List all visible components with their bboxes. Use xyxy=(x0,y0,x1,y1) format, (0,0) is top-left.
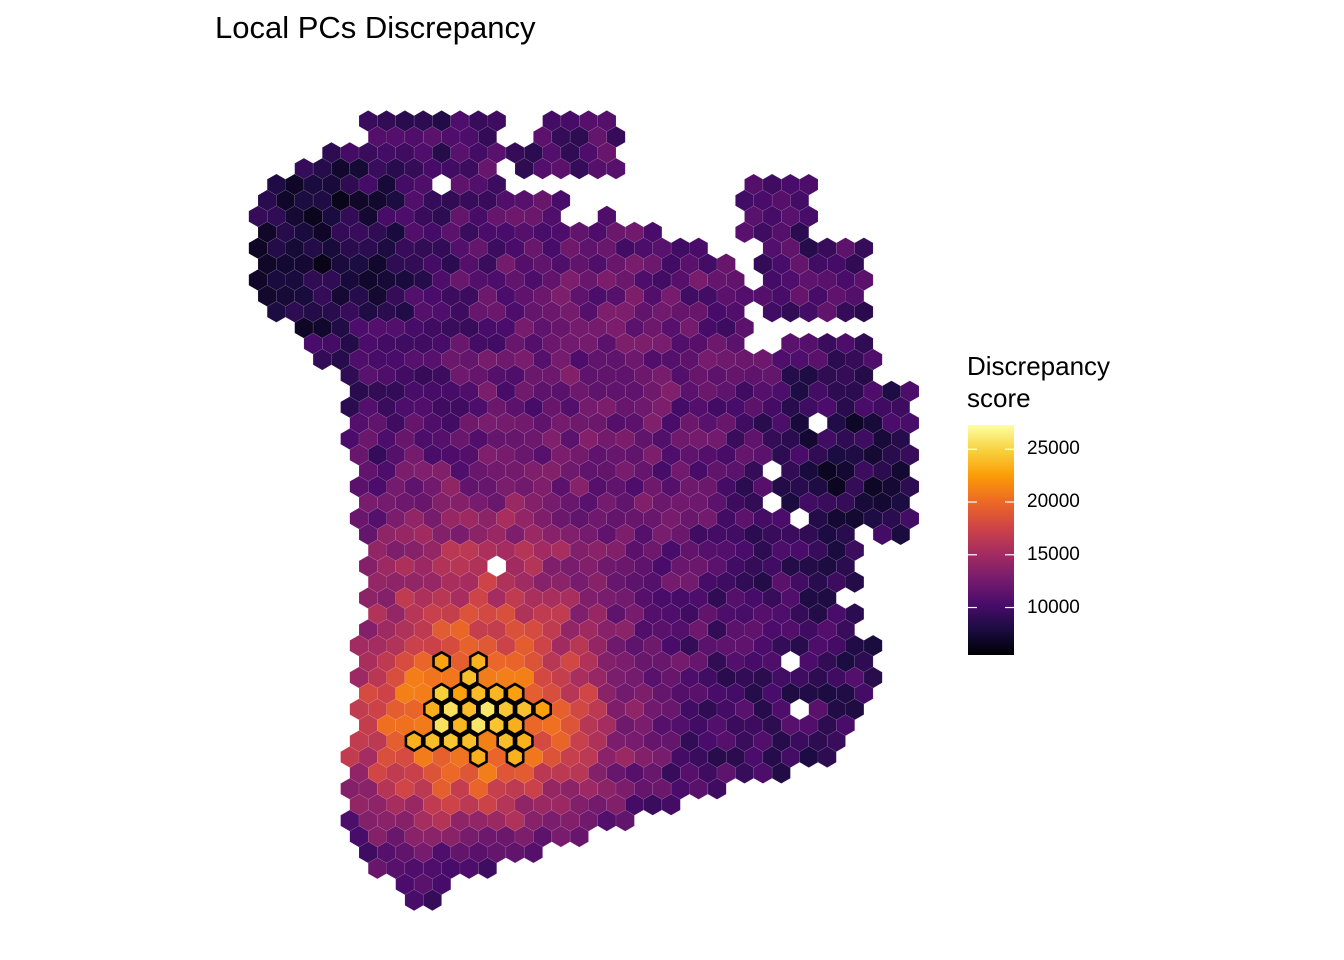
highlighted-hex-spot xyxy=(505,682,525,705)
highlighted-hex-spot xyxy=(404,730,424,753)
hex-spot xyxy=(569,825,589,848)
hex-spot xyxy=(423,889,442,911)
highlighted-hex-spot xyxy=(478,698,497,721)
highlighted-hex-spot xyxy=(514,730,534,753)
hex-spot xyxy=(478,857,497,880)
hex-spot xyxy=(606,157,626,180)
highlighted-hex-spot xyxy=(422,698,442,721)
highlighted-hex-spot xyxy=(468,746,488,768)
legend-title: Discrepancy score xyxy=(967,351,1111,413)
hex-spots xyxy=(248,110,920,911)
highlighted-hex-spot xyxy=(505,714,525,737)
hex-spot xyxy=(817,746,837,768)
hex-spot xyxy=(661,793,681,816)
highlighted-hex-spot xyxy=(450,714,470,737)
chart-title: Local PCs Discrepancy xyxy=(215,10,536,45)
highlighted-hex-spot xyxy=(487,714,507,737)
hex-spot xyxy=(891,523,910,546)
highlighted-hex-spot xyxy=(496,698,516,721)
legend-tick-label: 15000 xyxy=(1027,543,1080,565)
highlighted-hex-spot xyxy=(422,730,442,753)
highlighted-hex-spot xyxy=(450,682,470,705)
legend-tick-label: 20000 xyxy=(1027,491,1080,513)
highlighted-hex-spot xyxy=(468,714,488,737)
hex-spot xyxy=(854,301,874,323)
legend-tick-label: 25000 xyxy=(1027,438,1080,460)
hex-spot xyxy=(707,778,727,800)
highlighted-hex-spot xyxy=(468,650,488,673)
hex-spot xyxy=(524,841,543,864)
legend-colorbar xyxy=(968,425,1014,655)
legend-tick-label: 10000 xyxy=(1027,596,1080,618)
highlighted-hex-spot xyxy=(441,730,461,753)
highlighted-hex-spot xyxy=(432,650,452,673)
highlighted-hex-spot xyxy=(459,666,479,689)
highlighted-hex-spot xyxy=(432,682,452,705)
hex-spot xyxy=(771,762,791,784)
highlighted-hex-spot xyxy=(459,730,479,753)
highlighted-hex-spot xyxy=(459,698,479,721)
highlighted-hex-spot xyxy=(533,698,553,721)
highlighted-hex-spot xyxy=(505,746,525,768)
highlighted-hex-spot xyxy=(441,698,461,721)
highlighted-hex-spot xyxy=(487,682,507,705)
highlighted-hex-spot xyxy=(432,714,452,737)
highlighted-spots xyxy=(404,650,553,768)
highlighted-hex-spot xyxy=(468,682,488,705)
hex-spot xyxy=(845,571,865,593)
hex-spot xyxy=(615,809,635,832)
highlighted-hex-spot xyxy=(496,730,516,753)
highlighted-hex-spot xyxy=(514,698,534,721)
